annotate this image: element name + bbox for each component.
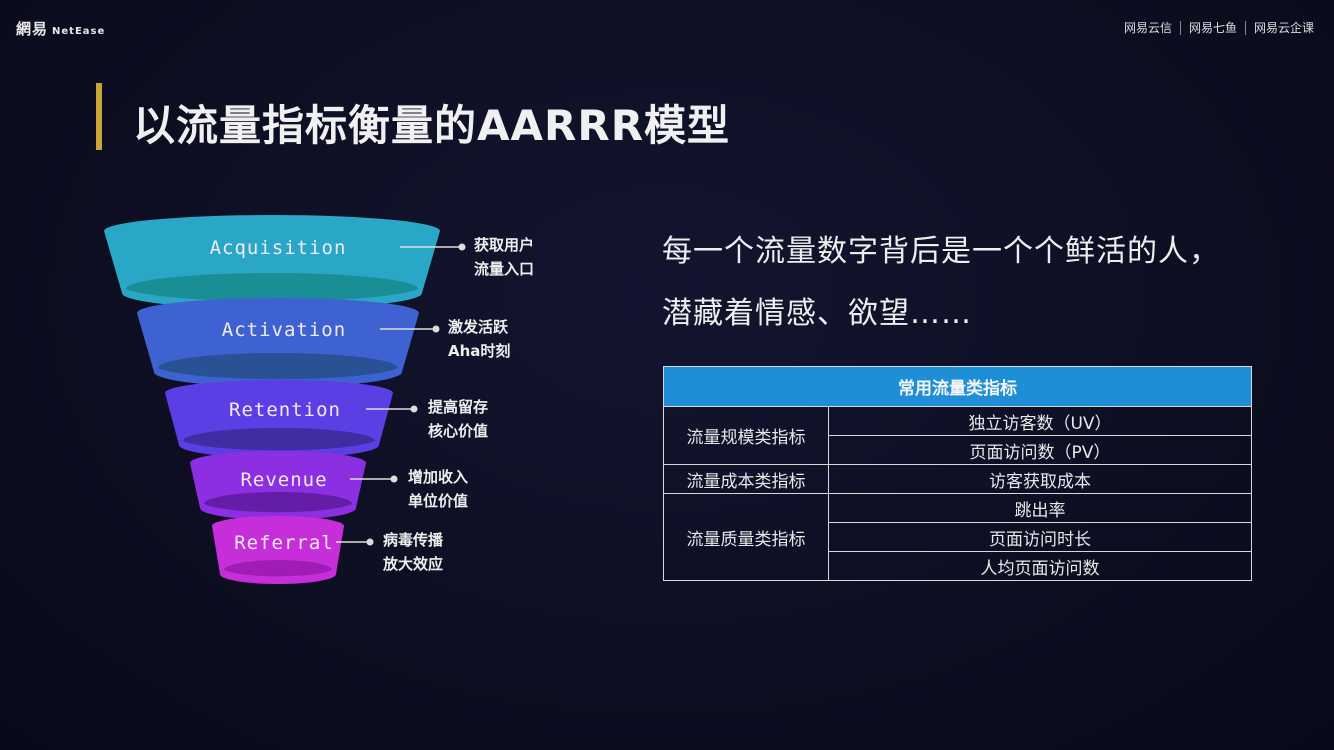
quote-line-2: 潜藏着情感、欲望……	[662, 296, 972, 331]
note-line-2: 单位价值	[408, 492, 469, 510]
table-row: 页面访问时长	[664, 522, 1252, 552]
connector-dot	[366, 538, 374, 546]
category-cell: 流量质量类指标	[663, 493, 829, 581]
category-cell: 流量规模类指标	[663, 406, 829, 465]
connector-dot	[390, 475, 398, 483]
note-line-2: Aha时刻	[448, 342, 511, 360]
note-line-1: 增加收入	[408, 468, 469, 486]
table-row: 流量成本类指标 访客获取成本	[663, 464, 1252, 494]
table-row: 流量质量类指标 跳出率	[663, 493, 1252, 581]
metric-cell: 访客获取成本	[828, 464, 1252, 494]
brand-qike: 网易云企课	[1253, 21, 1314, 35]
logo-cn: 網易	[16, 20, 49, 38]
note-text: 激发活跃 Aha时刻	[448, 315, 568, 363]
funnel-note: 激发活跃 Aha时刻	[448, 315, 568, 363]
funnel-layer-shade	[224, 560, 332, 577]
table-row: 流量规模类指标 独立访客数（UV）	[663, 406, 1252, 465]
note-text: 病毒传播 放大效应	[383, 528, 503, 576]
funnel-label: Acquisition	[210, 237, 347, 259]
title-accent-bar	[96, 83, 102, 150]
category-cell: 流量成本类指标	[663, 464, 829, 494]
note-line-1: 提高留存	[428, 398, 489, 416]
traffic-metrics-table: 常用流量类指标 流量规模类指标 独立访客数（UV） 页面访问数（PV） 流量成本类…	[663, 366, 1252, 581]
brand-qiyu: 网易七鱼	[1188, 21, 1237, 35]
note-line-2: 放大效应	[383, 555, 444, 573]
connector-dot	[432, 325, 440, 333]
funnel-layer-shade	[183, 428, 375, 451]
funnel-label: Retention	[229, 399, 341, 421]
page-title: 以流量指标衡量的AARRR模型	[133, 101, 731, 150]
funnel-label: Revenue	[240, 469, 327, 491]
funnel-layer-shade	[204, 492, 352, 513]
metric-cell: 独立访客数（UV）	[828, 406, 1252, 436]
quote-line-1: 每一个流量数字背后是一个个鲜活的人，	[662, 234, 1220, 269]
logo-en: NetEase	[52, 26, 106, 37]
metric-cell: 人均页面访问数	[828, 551, 1252, 581]
note-text: 获取用户 流量入口	[474, 233, 594, 281]
note-text: 提高留存 核心价值	[428, 395, 548, 443]
brand-logos: 网易云信 网易七鱼 网易云企课	[1124, 19, 1314, 36]
note-line-1: 病毒传播	[383, 531, 444, 549]
connector-dot	[458, 243, 466, 251]
table-row: 人均页面访问数	[664, 551, 1252, 581]
note-line-1: 获取用户	[474, 236, 535, 254]
brand-yunxin: 网易云信	[1123, 21, 1172, 35]
note-line-2: 核心价值	[428, 422, 489, 440]
metric-cell: 页面访问数（PV）	[828, 435, 1252, 465]
table-row: 页面访问数（PV）	[664, 435, 1252, 465]
metric-cell: 页面访问时长	[828, 522, 1252, 552]
funnel-layer-shade	[126, 273, 418, 302]
note-line-1: 激发活跃	[448, 318, 509, 336]
connector-dot	[410, 405, 418, 413]
netease-logo: 網易 NetEase	[16, 18, 105, 39]
table-header: 常用流量类指标	[663, 366, 1252, 407]
funnel-label: Referral	[234, 532, 334, 554]
metric-cell: 跳出率	[828, 493, 1252, 523]
funnel-label: Activation	[222, 319, 346, 341]
note-line-2: 流量入口	[474, 260, 535, 278]
note-text: 增加收入 单位价值	[408, 465, 528, 513]
funnel-layer-shade	[158, 353, 398, 380]
